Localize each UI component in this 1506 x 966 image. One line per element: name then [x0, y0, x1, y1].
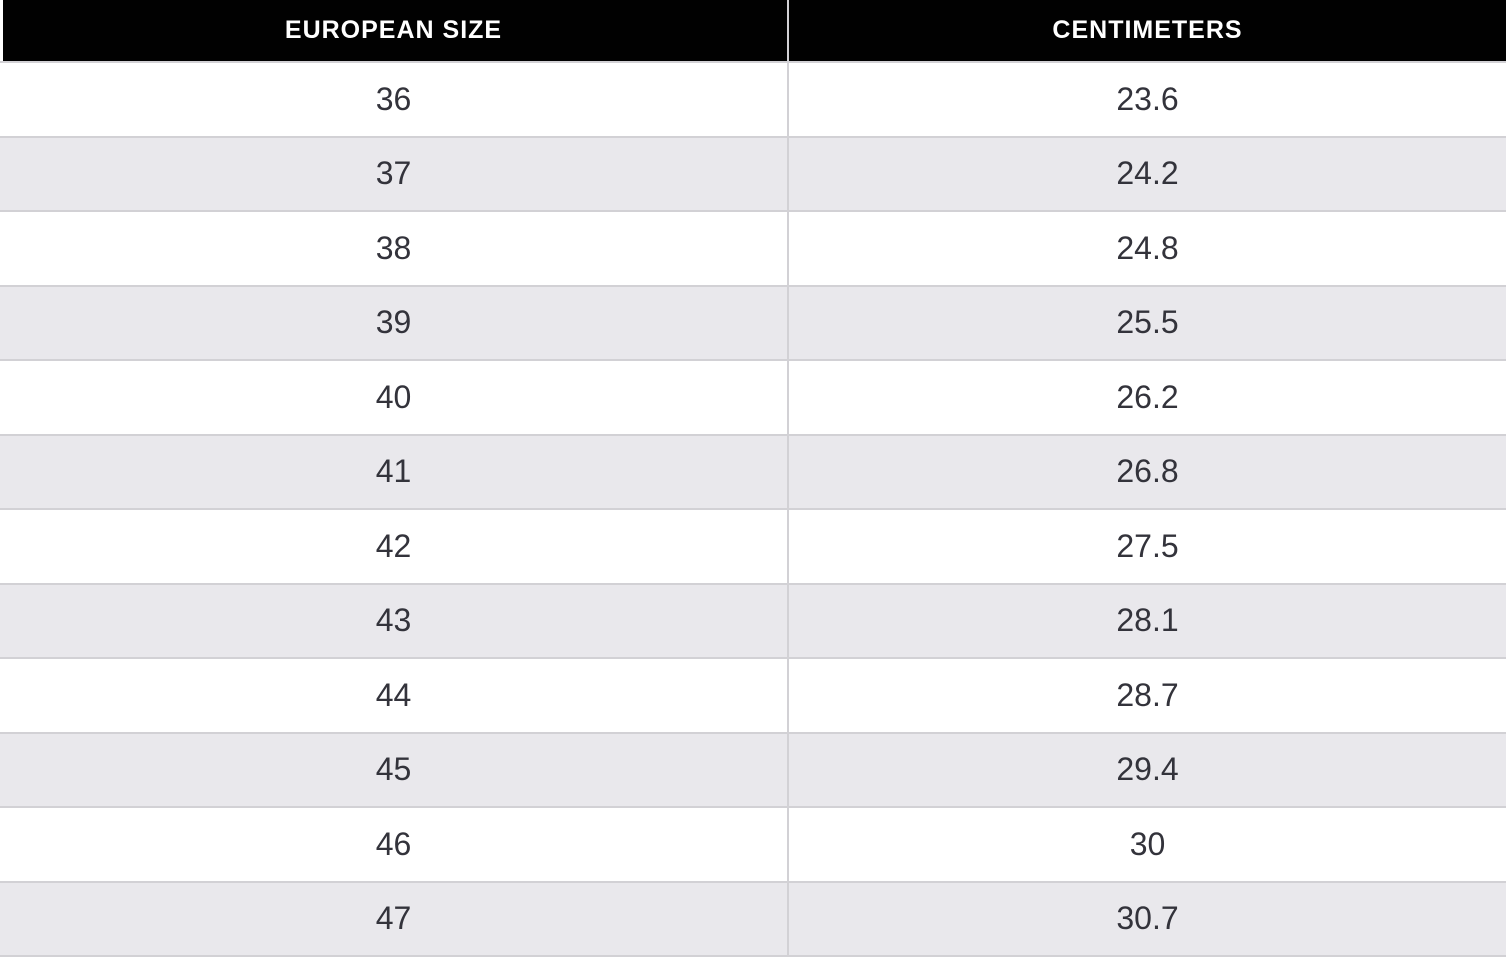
- cm-cell: 24.8: [788, 211, 1506, 287]
- table-row: 46 30: [0, 807, 1506, 883]
- cm-cell: 26.8: [788, 434, 1506, 510]
- cm-cell: 25.5: [788, 285, 1506, 361]
- eu-size-cell: 40: [0, 360, 789, 436]
- eu-size-cell: 44: [0, 658, 789, 734]
- table-row: 47 30.7: [0, 881, 1506, 957]
- cm-cell: 29.4: [788, 732, 1506, 808]
- table-row: 44 28.7: [0, 658, 1506, 734]
- cm-cell: 30: [788, 807, 1506, 883]
- eu-size-cell: 39: [0, 285, 789, 361]
- eu-size-cell: 38: [0, 211, 789, 287]
- table-row: 41 26.8: [0, 434, 1506, 510]
- table-row: 42 27.5: [0, 509, 1506, 585]
- header-row: EUROPEAN SIZE CENTIMETERS: [0, 0, 1506, 63]
- eu-size-cell: 45: [0, 732, 789, 808]
- cm-cell: 30.7: [788, 881, 1506, 957]
- cm-cell: 23.6: [788, 62, 1506, 138]
- eu-size-cell: 47: [0, 881, 789, 957]
- eu-size-cell: 46: [0, 807, 789, 883]
- cm-cell: 27.5: [788, 509, 1506, 585]
- table-row: 45 29.4: [0, 732, 1506, 808]
- eu-size-cell: 37: [0, 136, 789, 212]
- cm-cell: 28.7: [788, 658, 1506, 734]
- table-row: 37 24.2: [0, 136, 1506, 212]
- table-row: 36 23.6: [0, 62, 1506, 138]
- eu-size-cell: 42: [0, 509, 789, 585]
- table-row: 40 26.2: [0, 360, 1506, 436]
- cm-cell: 24.2: [788, 136, 1506, 212]
- cm-cell: 28.1: [788, 583, 1506, 659]
- eu-size-cell: 41: [0, 434, 789, 510]
- col-header-centimeters: CENTIMETERS: [788, 0, 1506, 63]
- eu-size-cell: 43: [0, 583, 789, 659]
- col-header-european-size: EUROPEAN SIZE: [0, 0, 789, 63]
- cm-cell: 26.2: [788, 360, 1506, 436]
- table-row: 43 28.1: [0, 583, 1506, 659]
- table-row: 39 25.5: [0, 285, 1506, 361]
- table-row: 38 24.8: [0, 211, 1506, 287]
- eu-size-cell: 36: [0, 62, 789, 138]
